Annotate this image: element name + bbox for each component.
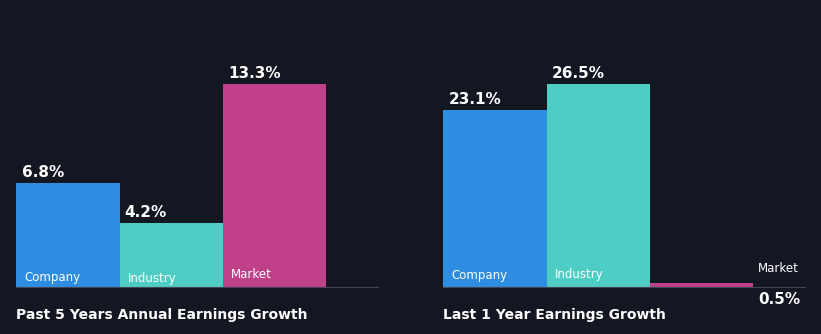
Bar: [443, 110, 547, 287]
Text: Company: Company: [25, 271, 80, 284]
Bar: [649, 284, 753, 287]
Text: 26.5%: 26.5%: [552, 66, 605, 80]
Text: Market: Market: [231, 268, 272, 281]
Bar: [222, 84, 326, 287]
Bar: [120, 223, 222, 287]
Text: 4.2%: 4.2%: [125, 205, 167, 220]
Text: 13.3%: 13.3%: [228, 66, 281, 80]
Bar: [547, 84, 649, 287]
Text: Last 1 Year Earnings Growth: Last 1 Year Earnings Growth: [443, 308, 666, 322]
Text: 0.5%: 0.5%: [758, 292, 800, 307]
Text: Company: Company: [452, 269, 507, 282]
Text: Market: Market: [758, 262, 799, 275]
Text: Industry: Industry: [128, 272, 177, 285]
Bar: [16, 183, 120, 287]
Text: Past 5 Years Annual Earnings Growth: Past 5 Years Annual Earnings Growth: [16, 308, 308, 322]
Text: Industry: Industry: [555, 268, 603, 281]
Text: 6.8%: 6.8%: [21, 165, 64, 180]
Text: 23.1%: 23.1%: [448, 92, 502, 107]
